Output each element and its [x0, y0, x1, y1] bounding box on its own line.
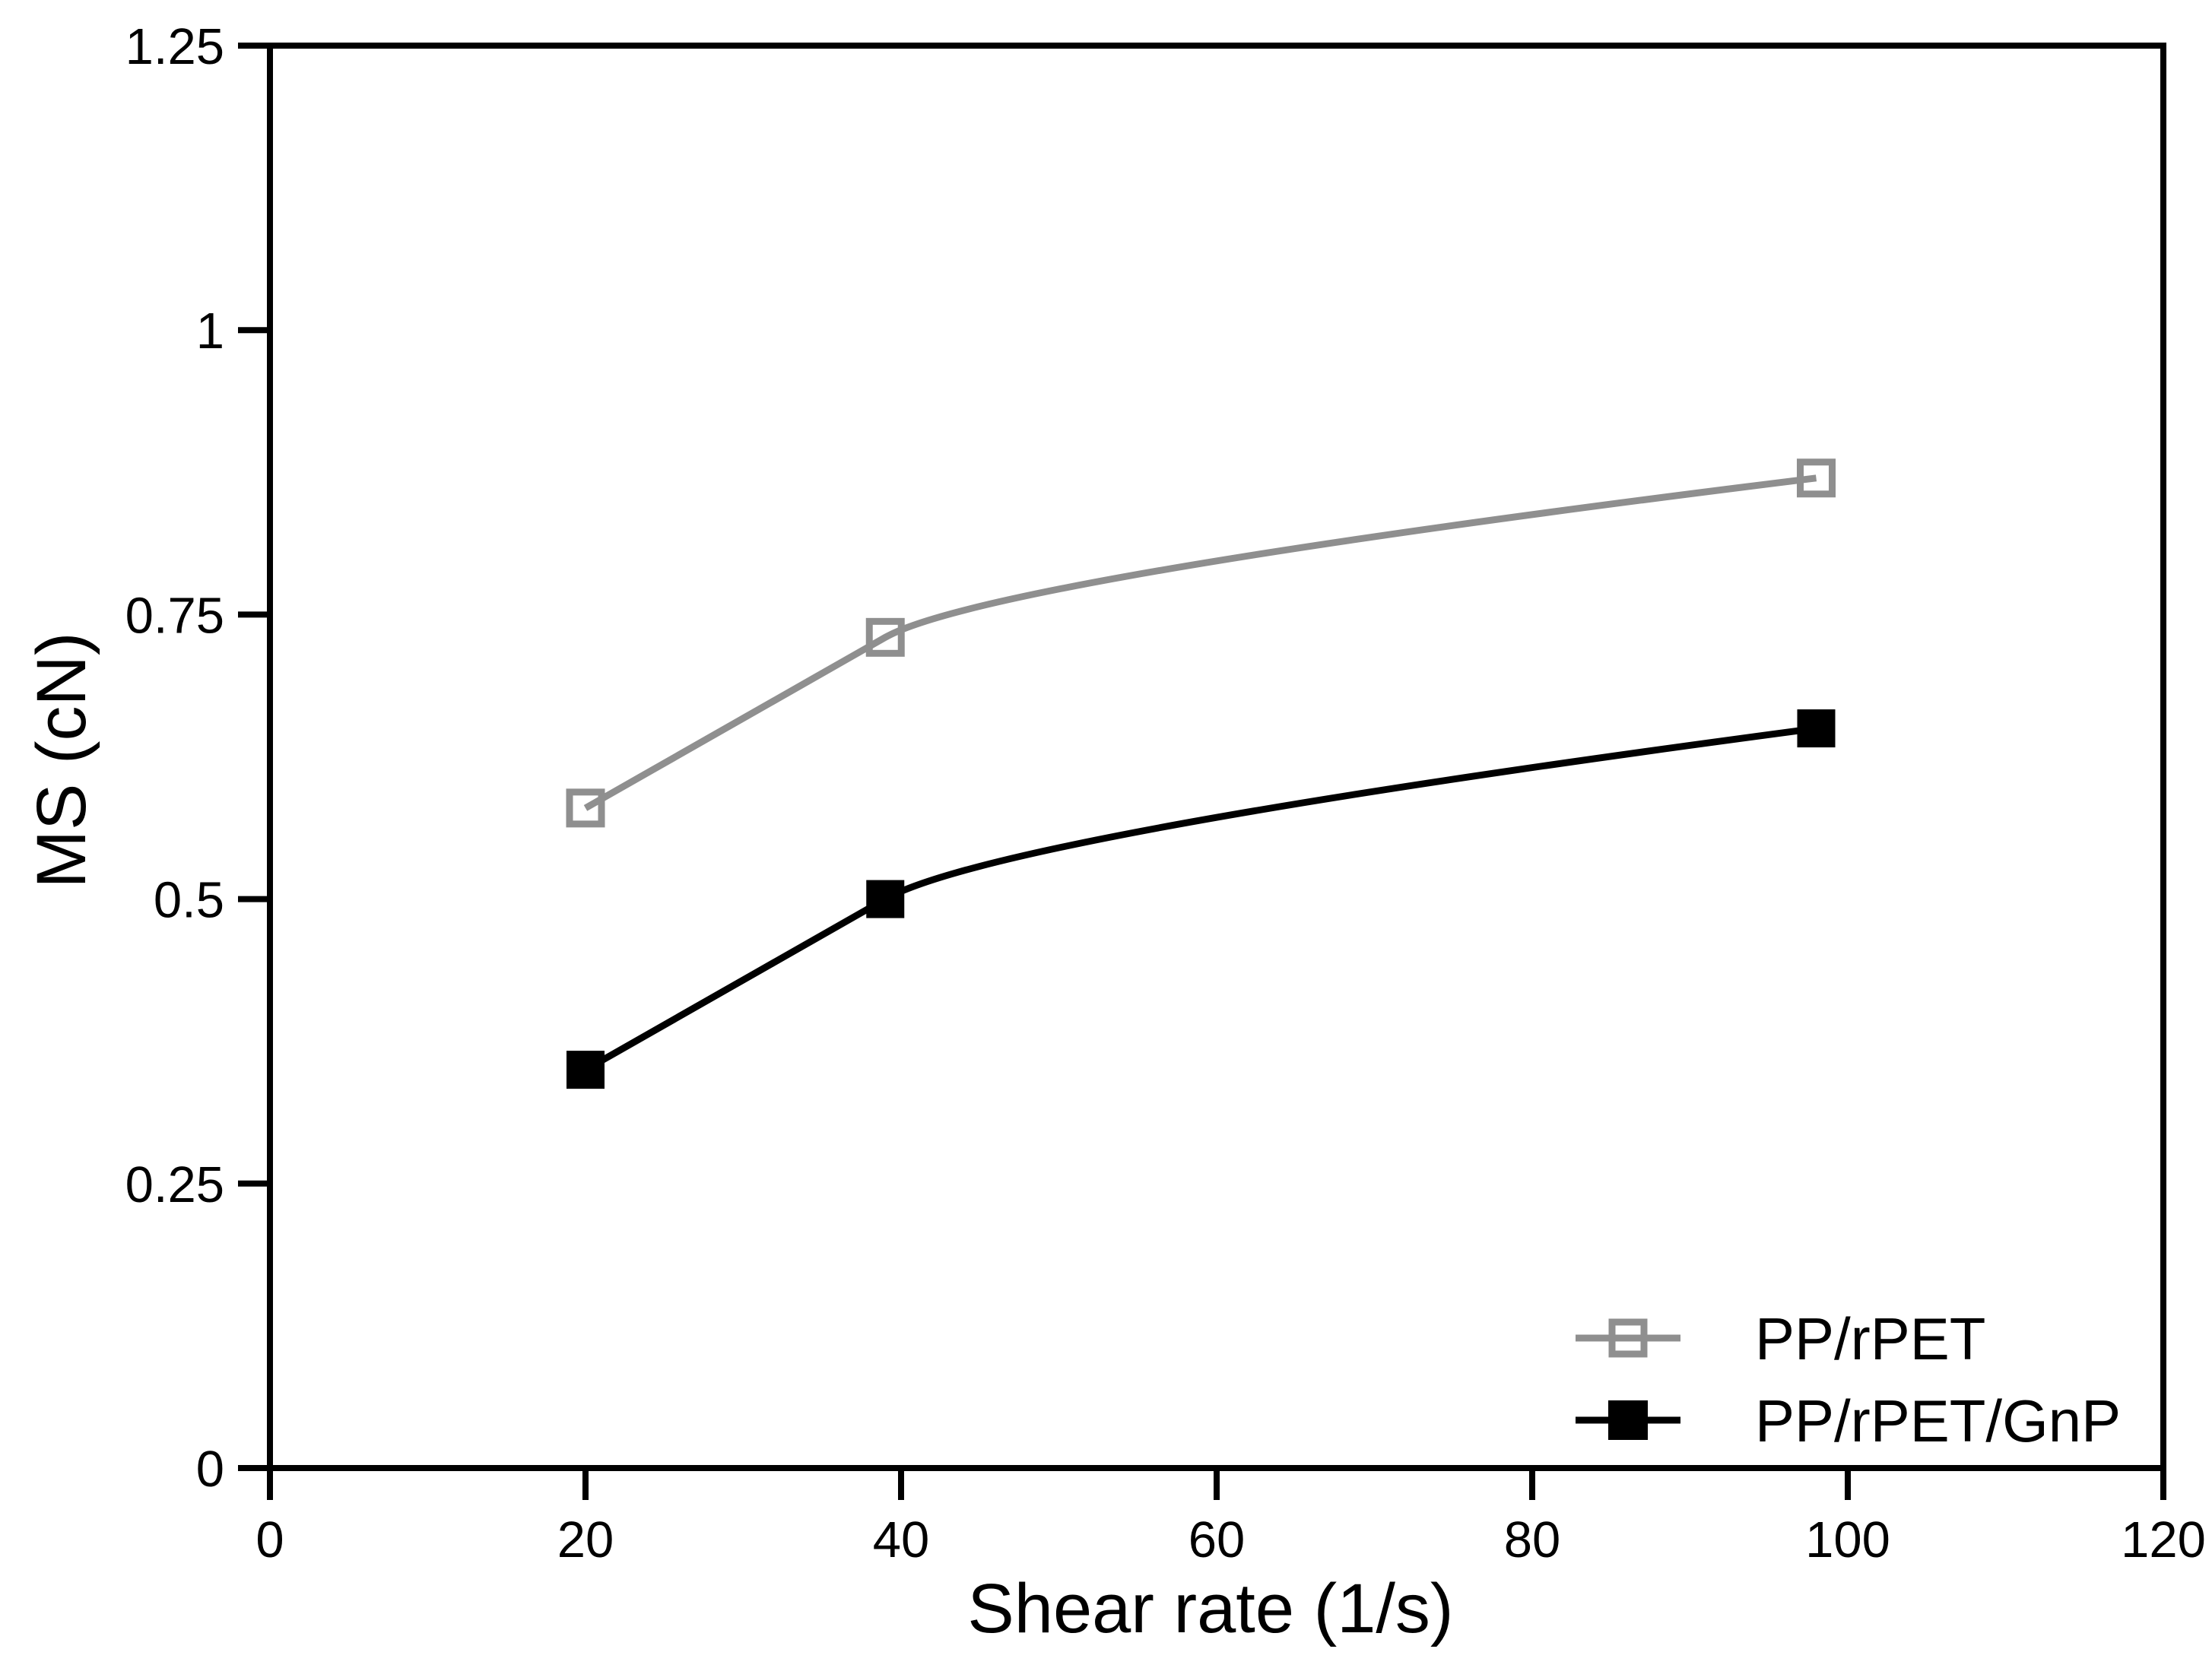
data-marker-filled-square — [566, 1051, 605, 1089]
x-tick-label: 100 — [1805, 1511, 1890, 1568]
legend-label: PP/rPET/GnP — [1755, 1387, 2121, 1454]
data-marker-filled-square — [1608, 1400, 1648, 1440]
x-tick-label: 120 — [2121, 1511, 2206, 1568]
legend: PP/rPET PP/rPET/GnP — [1576, 1305, 2121, 1454]
data-marker-open-square — [1608, 1318, 1648, 1358]
x-tick-label: 40 — [873, 1511, 930, 1568]
y-tick-label: 1 — [196, 303, 224, 360]
data-marker-open-square — [566, 788, 605, 828]
series-layer — [566, 458, 1836, 1089]
legend-label: PP/rPET — [1755, 1305, 1985, 1372]
series-pp-rpet — [566, 458, 1836, 828]
legend-entry-pp-rpet: PP/rPET — [1576, 1305, 1985, 1372]
x-tick-label: 80 — [1504, 1511, 1561, 1568]
x-tick-label: 20 — [557, 1511, 614, 1568]
y-tick-label: 0.5 — [154, 872, 224, 929]
series-line — [583, 474, 1817, 811]
x-tick-label: 60 — [1189, 1511, 1246, 1568]
legend-entry-pp-rpet-gnp: PP/rPET/GnP — [1576, 1387, 2121, 1454]
series-pp-rpet-gnp — [566, 709, 1836, 1089]
data-marker-filled-square — [1797, 709, 1836, 748]
plot-area-border — [267, 43, 2166, 1471]
y-tick-label: 1.25 — [125, 18, 224, 75]
y-axis-title: MS (cN) — [23, 632, 100, 888]
y-tick-label: 0.25 — [125, 1156, 224, 1213]
x-tick-label: 0 — [255, 1511, 284, 1568]
series-line — [583, 725, 1817, 1073]
y-tick-label: 0 — [196, 1441, 224, 1498]
x-axis-title: Shear rate (1/s) — [967, 1570, 1453, 1647]
data-marker-open-square — [865, 617, 905, 657]
data-marker-filled-square — [866, 880, 905, 918]
tick-layer: 0 20 40 60 80 100 120 0 0.25 0.5 0.75 1 1.25 — [125, 18, 2206, 1568]
data-marker-open-square — [1797, 458, 1836, 498]
y-tick-label: 0.75 — [125, 587, 224, 644]
